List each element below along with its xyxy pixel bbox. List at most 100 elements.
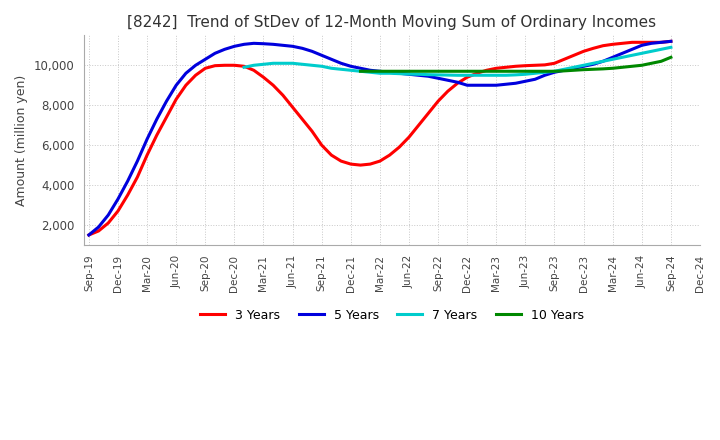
- 10 Years: [385, 69, 394, 74]
- 7 Years: [249, 62, 258, 68]
- 10 Years: [463, 69, 472, 74]
- 10 Years: [482, 69, 491, 74]
- 7 Years: [463, 73, 472, 78]
- Line: 10 Years: 10 Years: [361, 57, 671, 71]
- 10 Years: [608, 66, 617, 71]
- 7 Years: [628, 53, 636, 58]
- 3 Years: [433, 99, 442, 104]
- 10 Years: [570, 68, 578, 73]
- 7 Years: [424, 72, 433, 77]
- 10 Years: [580, 67, 588, 72]
- 7 Years: [415, 72, 423, 77]
- 10 Years: [550, 69, 559, 74]
- 7 Years: [647, 49, 656, 54]
- 10 Years: [395, 69, 404, 74]
- Line: 5 Years: 5 Years: [89, 41, 671, 235]
- 7 Years: [492, 73, 500, 78]
- 10 Years: [560, 68, 569, 73]
- 5 Years: [201, 57, 210, 62]
- 7 Years: [541, 70, 549, 75]
- 10 Years: [628, 64, 636, 69]
- 7 Years: [405, 71, 413, 77]
- 7 Years: [298, 62, 307, 67]
- 7 Years: [570, 65, 578, 70]
- 10 Years: [637, 62, 646, 68]
- 10 Years: [589, 66, 598, 72]
- 10 Years: [511, 69, 520, 74]
- 10 Years: [444, 69, 452, 74]
- 7 Years: [550, 69, 559, 74]
- Line: 3 Years: 3 Years: [89, 41, 671, 235]
- 3 Years: [201, 66, 210, 71]
- 7 Years: [288, 61, 297, 66]
- 7 Years: [240, 65, 248, 70]
- 10 Years: [521, 69, 530, 74]
- 10 Years: [366, 69, 374, 74]
- 7 Years: [657, 47, 665, 52]
- 7 Years: [482, 73, 491, 78]
- 7 Years: [433, 72, 442, 77]
- 7 Years: [337, 66, 346, 72]
- 10 Years: [433, 69, 442, 74]
- 5 Years: [84, 232, 93, 238]
- 10 Years: [405, 69, 413, 74]
- 10 Years: [356, 69, 365, 74]
- 10 Years: [376, 69, 384, 74]
- 10 Years: [492, 69, 500, 74]
- 3 Years: [667, 39, 675, 44]
- 7 Years: [269, 61, 277, 66]
- 10 Years: [531, 69, 539, 74]
- 7 Years: [453, 73, 462, 78]
- 7 Years: [307, 62, 316, 68]
- 7 Years: [385, 71, 394, 76]
- 7 Years: [531, 71, 539, 76]
- Title: [8242]  Trend of StDev of 12-Month Moving Sum of Ordinary Incomes: [8242] Trend of StDev of 12-Month Moving…: [127, 15, 657, 30]
- 3 Years: [395, 144, 404, 150]
- 7 Years: [346, 68, 355, 73]
- 10 Years: [453, 69, 462, 74]
- 7 Years: [618, 55, 626, 60]
- 7 Years: [472, 73, 481, 78]
- 5 Years: [395, 71, 404, 76]
- 5 Years: [220, 47, 229, 52]
- 10 Years: [502, 69, 510, 74]
- 10 Years: [618, 65, 626, 70]
- 7 Years: [279, 61, 287, 66]
- 10 Years: [647, 61, 656, 66]
- 7 Years: [667, 45, 675, 50]
- 10 Years: [541, 69, 549, 74]
- 7 Years: [560, 66, 569, 72]
- 7 Years: [356, 69, 365, 74]
- 7 Years: [502, 73, 510, 78]
- 3 Years: [84, 232, 93, 238]
- 7 Years: [327, 66, 336, 71]
- 7 Years: [376, 71, 384, 76]
- 3 Years: [220, 62, 229, 68]
- 7 Years: [511, 72, 520, 77]
- 5 Years: [288, 44, 297, 49]
- 3 Years: [288, 105, 297, 110]
- 7 Years: [318, 64, 326, 69]
- 5 Years: [433, 76, 442, 81]
- 7 Years: [366, 70, 374, 75]
- 7 Years: [608, 57, 617, 62]
- 7 Years: [598, 59, 607, 64]
- 10 Years: [598, 66, 607, 72]
- 5 Years: [667, 39, 675, 44]
- 3 Years: [589, 46, 598, 51]
- 7 Years: [444, 73, 452, 78]
- 10 Years: [415, 69, 423, 74]
- 10 Years: [667, 55, 675, 60]
- 7 Years: [521, 72, 530, 77]
- Legend: 3 Years, 5 Years, 7 Years, 10 Years: 3 Years, 5 Years, 7 Years, 10 Years: [195, 304, 589, 327]
- Y-axis label: Amount (million yen): Amount (million yen): [15, 74, 28, 206]
- 10 Years: [472, 69, 481, 74]
- 10 Years: [424, 69, 433, 74]
- 7 Years: [259, 62, 268, 67]
- 10 Years: [657, 59, 665, 64]
- 7 Years: [395, 71, 404, 76]
- 7 Years: [637, 51, 646, 56]
- 7 Years: [589, 61, 598, 66]
- Line: 7 Years: 7 Years: [244, 48, 671, 75]
- 7 Years: [580, 62, 588, 68]
